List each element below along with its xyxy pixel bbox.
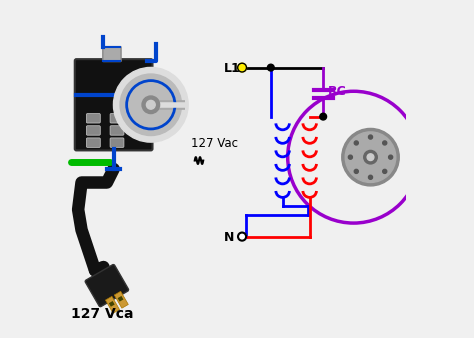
Text: N: N xyxy=(223,231,234,244)
Circle shape xyxy=(113,68,188,142)
Text: 127 Vca: 127 Vca xyxy=(72,307,134,321)
Circle shape xyxy=(368,175,373,179)
FancyBboxPatch shape xyxy=(110,126,124,135)
Circle shape xyxy=(383,141,387,145)
FancyBboxPatch shape xyxy=(114,291,128,308)
FancyBboxPatch shape xyxy=(110,114,124,123)
Circle shape xyxy=(120,74,182,136)
Circle shape xyxy=(238,233,246,241)
Circle shape xyxy=(383,169,387,173)
FancyBboxPatch shape xyxy=(110,138,124,147)
Circle shape xyxy=(142,96,160,114)
Circle shape xyxy=(237,63,246,72)
Circle shape xyxy=(267,64,274,71)
Circle shape xyxy=(348,155,353,159)
FancyBboxPatch shape xyxy=(86,126,100,135)
FancyBboxPatch shape xyxy=(86,114,100,123)
FancyBboxPatch shape xyxy=(109,301,115,307)
FancyBboxPatch shape xyxy=(118,296,123,301)
Circle shape xyxy=(364,150,377,164)
Circle shape xyxy=(320,113,327,120)
FancyBboxPatch shape xyxy=(106,296,119,313)
Circle shape xyxy=(342,128,399,186)
Text: RC: RC xyxy=(328,86,347,98)
Circle shape xyxy=(389,155,392,159)
Circle shape xyxy=(367,154,374,161)
Circle shape xyxy=(146,100,155,109)
Text: L1: L1 xyxy=(223,62,240,75)
Circle shape xyxy=(354,141,358,145)
FancyBboxPatch shape xyxy=(85,265,128,307)
FancyBboxPatch shape xyxy=(103,47,121,62)
Circle shape xyxy=(368,135,373,139)
Text: 127 Vac: 127 Vac xyxy=(191,137,238,150)
FancyBboxPatch shape xyxy=(75,59,153,150)
Circle shape xyxy=(354,169,358,173)
FancyBboxPatch shape xyxy=(86,138,100,147)
Circle shape xyxy=(345,132,396,183)
